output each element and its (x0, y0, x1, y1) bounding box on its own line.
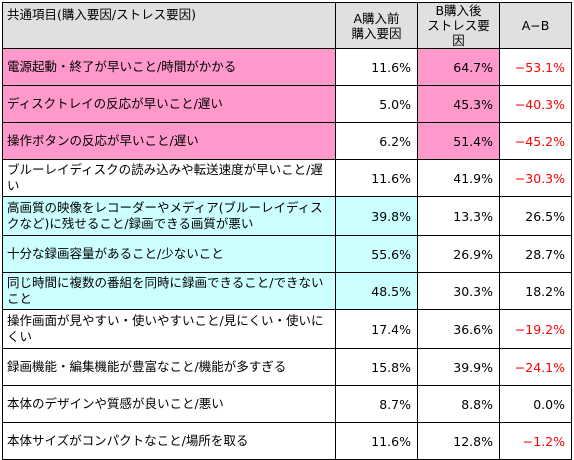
row-label: 本体のデザインや質感が良いこと/悪い (2, 385, 336, 423)
value-a: 8.7% (335, 385, 418, 423)
header-col-a-line1: A購入前 (353, 10, 400, 26)
header-col-b-line2: ストレス要因 (427, 18, 490, 48)
row-label: 十分な録画容量があること/少ないこと (2, 235, 336, 273)
table-row: 十分な録画容量があること/少ないこと 55.6% 26.9% 28.7% (2, 235, 572, 273)
value-b: 26.9% (417, 235, 500, 273)
value-diff: 18.2% (499, 272, 572, 310)
header-row: 共通項目(購入要因/ストレス要因) A購入前 購入要因 B購入後 ストレス要因 … (2, 2, 572, 49)
value-b: 41.9% (417, 159, 500, 197)
table-row: 同じ時間に複数の番組を同時に録画できること/できないこと 48.5% 30.3% 18… (2, 272, 572, 310)
value-diff: 28.7% (499, 235, 572, 273)
table-row: 操作ボタンの反応が早いこと/遅い 6.2% 51.4% −45.2% (2, 122, 572, 160)
value-a: 11.6% (335, 159, 418, 197)
row-label: 操作ボタンの反応が早いこと/遅い (2, 122, 336, 160)
row-label: ブルーレイディスクの読み込みや転送速度が早いこと/遅い (2, 159, 336, 197)
table-body: 電源起動・終了が早いこと/時間がかかる 11.6% 64.7% −53.1% ディスクト… (2, 48, 572, 460)
value-diff: −19.2% (499, 309, 572, 349)
row-label: 高画質の映像をレコーダーやメディア(ブルーレイディスクなど)に残せること/録画で… (2, 196, 336, 236)
table-row: ブルーレイディスクの読み込みや転送速度が早いこと/遅い 11.6% 41.9% −30… (2, 159, 572, 197)
value-diff: −45.2% (499, 122, 572, 160)
table-row: 電源起動・終了が早いこと/時間がかかる 11.6% 64.7% −53.1% (2, 48, 572, 86)
header-col-a-line2: 購入要因 (351, 25, 402, 41)
table-row: 本体のデザインや質感が良いこと/悪い 8.7% 8.8% 0.0% (2, 385, 572, 423)
table-row: ディスクトレイの反応が早いこと/遅い 5.0% 45.3% −40.3% (2, 85, 572, 123)
value-diff: 26.5% (499, 196, 572, 236)
value-a: 11.6% (335, 48, 418, 86)
header-col-b-line1: B購入後 (435, 3, 482, 19)
value-a: 39.8% (335, 196, 418, 236)
value-b: 51.4% (417, 122, 500, 160)
value-b: 13.3% (417, 196, 500, 236)
table-row: 操作画面が見やすい・使いやすいこと/見にくい・使いにくい 17.4% 36.6% −1… (2, 309, 572, 349)
value-b: 36.6% (417, 309, 500, 349)
value-b: 12.8% (417, 422, 500, 460)
row-label: 操作画面が見やすい・使いやすいこと/見にくい・使いにくい (2, 309, 336, 349)
row-label: 本体サイズがコンパクトなこと/場所を取る (2, 422, 336, 460)
value-a: 15.8% (335, 348, 418, 386)
value-a: 6.2% (335, 122, 418, 160)
row-label: ディスクトレイの反応が早いこと/遅い (2, 85, 336, 123)
value-diff: −40.3% (499, 85, 572, 123)
value-b: 39.9% (417, 348, 500, 386)
row-label: 録画機能・編集機能が豊富なこと/機能が多すぎる (2, 348, 336, 386)
value-diff: −24.1% (499, 348, 572, 386)
value-b: 64.7% (417, 48, 500, 86)
value-diff: 0.0% (499, 385, 572, 423)
value-b: 30.3% (417, 272, 500, 310)
value-a: 55.6% (335, 235, 418, 273)
header-col-b: B購入後 ストレス要因 (417, 2, 500, 49)
row-label: 電源起動・終了が早いこと/時間がかかる (2, 48, 336, 86)
table-row: 本体サイズがコンパクトなこと/場所を取る 11.6% 12.8% −1.2% (2, 422, 572, 460)
value-a: 17.4% (335, 309, 418, 349)
value-a: 5.0% (335, 85, 418, 123)
value-b: 8.8% (417, 385, 500, 423)
row-label: 同じ時間に複数の番組を同時に録画できること/できないこと (2, 272, 336, 310)
header-item: 共通項目(購入要因/ストレス要因) (2, 2, 336, 49)
value-b: 45.3% (417, 85, 500, 123)
value-a: 11.6% (335, 422, 418, 460)
header-col-diff: A−B (499, 2, 572, 49)
table-row: 高画質の映像をレコーダーやメディア(ブルーレイディスクなど)に残せること/録画で… (2, 196, 572, 236)
value-diff: −30.3% (499, 159, 572, 197)
table-row: 録画機能・編集機能が豊富なこと/機能が多すぎる 15.8% 39.9% −24.1% (2, 348, 572, 386)
header-col-a: A購入前 購入要因 (335, 2, 418, 49)
value-diff: −53.1% (499, 48, 572, 86)
value-diff: −1.2% (499, 422, 572, 460)
value-a: 48.5% (335, 272, 418, 310)
